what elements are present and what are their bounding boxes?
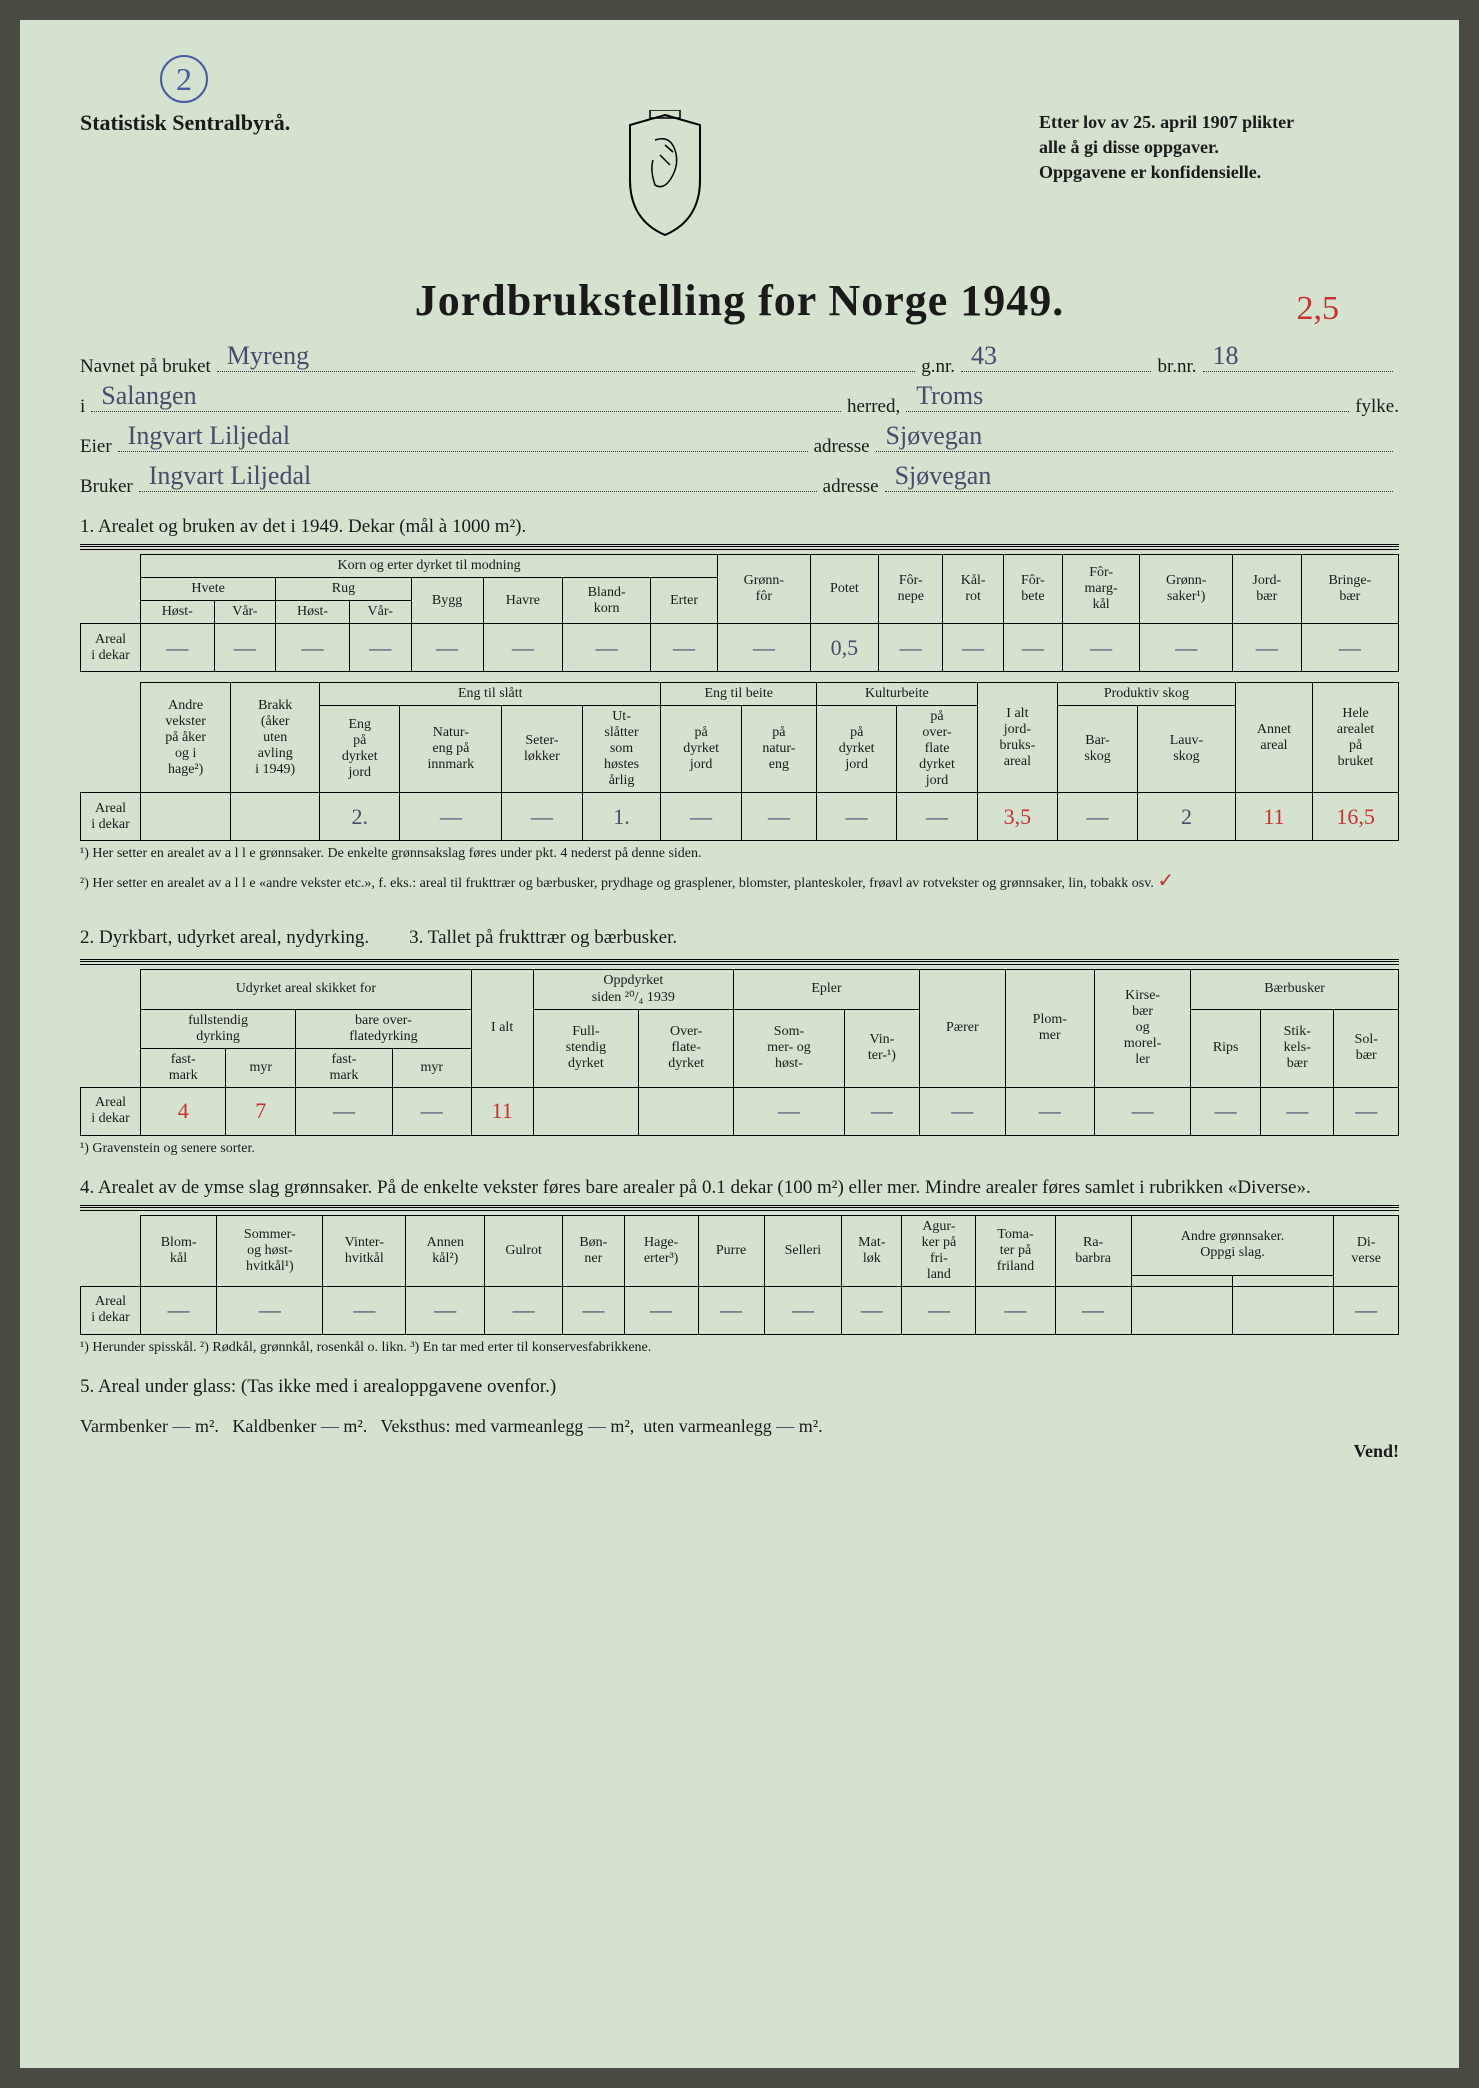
footnote-2: ²) Her setter en arealet av a l l e «and…	[80, 868, 1399, 895]
data-cell: —	[563, 1286, 625, 1334]
data-cell: —	[406, 1286, 485, 1334]
data-cell: 4	[141, 1087, 226, 1135]
data-cell: —	[741, 793, 816, 841]
data-cell: 7	[226, 1087, 296, 1135]
field-bruker: Ingvart Liljedal	[149, 461, 311, 491]
field-navnet: Myreng	[227, 341, 309, 371]
data-cell: —	[817, 793, 897, 841]
data-cell: 0,5	[810, 624, 879, 672]
table-2-3: Udyrket areal skikket for I alt Oppdyrke…	[80, 969, 1399, 1136]
data-cell: —	[141, 624, 215, 672]
data-cell: —	[1232, 624, 1301, 672]
data-cell: —	[1055, 1286, 1131, 1334]
form-header-fields: Navnet på bruket Myreng g.nr. 43 br.nr. …	[80, 348, 1399, 498]
main-title: Jordbrukstelling for Norge 1949.	[80, 275, 1399, 326]
data-cell: —	[698, 1286, 764, 1334]
section5-title: 5. Areal under glass: (Tas ikke med i ar…	[80, 1376, 1399, 1398]
data-cell	[639, 1087, 734, 1135]
data-cell: —	[1094, 1087, 1190, 1135]
section4-title: 4. Arealet av de ymse slag grønnsaker. P…	[80, 1177, 1399, 1199]
data-cell: —	[879, 624, 943, 672]
data-cell: —	[392, 1087, 471, 1135]
data-cell: —	[1004, 624, 1063, 672]
data-cell: —	[842, 1286, 902, 1334]
vend-label: Vend!	[80, 1441, 1399, 1462]
data-cell: 11	[471, 1087, 533, 1135]
data-cell: —	[141, 1286, 217, 1334]
data-cell: —	[502, 793, 582, 841]
data-cell: —	[624, 1286, 698, 1334]
table-4: Blom- kål Sommer- og høst- hvitkål¹) Vin…	[80, 1215, 1399, 1335]
coat-of-arms-icon	[615, 110, 715, 240]
data-cell: —	[276, 624, 350, 672]
data-cell: —	[718, 624, 810, 672]
section3-title: 3. Tallet på frukttrær og bærbusker.	[409, 927, 677, 949]
footnote-1: ¹) Her setter en arealet av a l l e grøn…	[80, 845, 1399, 864]
data-cell: —	[651, 624, 718, 672]
field-fylke: Troms	[916, 381, 983, 411]
data-cell: —	[1140, 624, 1232, 672]
data-cell: —	[296, 1087, 393, 1135]
data-cell: —	[349, 624, 411, 672]
org-name: Statistisk Sentralbyrå.	[80, 110, 290, 136]
data-cell: —	[1062, 624, 1140, 672]
data-cell: 16,5	[1313, 793, 1399, 841]
section5-line: Varmbenker — m². Kaldbenker — m². Veksth…	[80, 1416, 1399, 1437]
data-cell: —	[919, 1087, 1005, 1135]
data-cell: —	[323, 1286, 406, 1334]
data-cell: —	[897, 793, 977, 841]
data-cell: —	[411, 624, 483, 672]
field-eier-adr: Sjøvegan	[886, 421, 983, 451]
data-cell: —	[734, 1087, 845, 1135]
data-cell	[1232, 1286, 1333, 1334]
page-number-circle: 2	[160, 55, 208, 103]
data-cell: —	[1261, 1087, 1334, 1135]
field-brnr: 18	[1213, 341, 1239, 371]
field-gnr: 43	[971, 341, 997, 371]
footnote-3: ¹) Gravenstein og senere sorter.	[80, 1140, 1399, 1159]
data-cell: 3,5	[977, 793, 1057, 841]
data-cell: —	[661, 793, 741, 841]
data-cell: 2.	[320, 793, 400, 841]
table-1b: Andre vekster på åker og i hage²) Brakk …	[80, 682, 1399, 841]
field-eier: Ingvart Liljedal	[128, 421, 290, 451]
data-cell: —	[485, 1286, 563, 1334]
law-text: Etter lov av 25. april 1907 plikter alle…	[1039, 110, 1399, 186]
data-cell: —	[943, 624, 1004, 672]
data-cell	[141, 793, 231, 841]
field-bruker-adr: Sjøvegan	[895, 461, 992, 491]
data-cell: 2	[1138, 793, 1236, 841]
data-cell: —	[1058, 793, 1138, 841]
data-cell: 1.	[582, 793, 661, 841]
data-cell: —	[844, 1087, 919, 1135]
data-cell: —	[1334, 1286, 1399, 1334]
data-cell: 11	[1235, 793, 1312, 841]
footnote-4: ¹) Herunder spisskål. ²) Rødkål, grønnkå…	[80, 1339, 1399, 1358]
data-cell	[533, 1087, 639, 1135]
field-kommune: Salangen	[101, 381, 196, 411]
section2-title: 2. Dyrkbart, udyrket areal, nydyrking.	[80, 927, 369, 949]
data-cell: —	[563, 624, 651, 672]
data-cell: —	[400, 793, 502, 841]
data-cell: —	[764, 1286, 842, 1334]
data-cell	[1131, 1286, 1232, 1334]
data-cell: —	[902, 1286, 976, 1334]
data-cell: —	[217, 1286, 323, 1334]
data-cell: —	[976, 1286, 1055, 1334]
data-cell	[231, 793, 320, 841]
data-cell: —	[1005, 1087, 1094, 1135]
data-cell: —	[214, 624, 276, 672]
data-cell: —	[1334, 1087, 1399, 1135]
data-cell: —	[483, 624, 563, 672]
red-annotation: 2,5	[1297, 290, 1340, 328]
data-cell: —	[1301, 624, 1398, 672]
data-cell: —	[1191, 1087, 1261, 1135]
table-1a: Korn og erter dyrket til modning Grønn- …	[80, 554, 1399, 672]
section1-title: 1. Arealet og bruken av det i 1949. Deka…	[80, 516, 1399, 538]
